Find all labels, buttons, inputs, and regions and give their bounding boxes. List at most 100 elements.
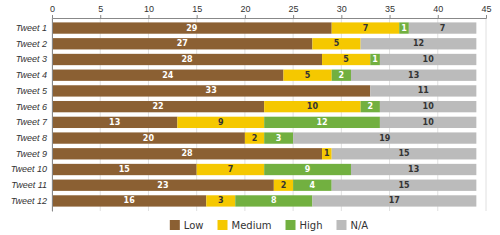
legend-swatch [170,220,180,230]
bar-segment [264,132,293,143]
x-axis: 051015202530354045 [50,4,492,19]
bar-segment [351,70,476,81]
data-label: 11 [418,86,430,95]
tick-label: Tweet 1 [16,23,47,33]
tick-mark [245,15,246,18]
data-labels: 2927282433221320281523167555109217231122… [109,24,445,206]
tick: Tweet 7 [16,117,52,127]
data-label: 29 [186,24,198,33]
data-label: 1 [372,55,378,64]
bar-segment [293,132,476,143]
bar-segment [293,180,332,191]
tick-mark [197,15,198,18]
tick: 30 [337,4,347,18]
tick-label: 0 [50,4,55,14]
data-label: 9 [218,118,224,127]
bar-segment [52,195,206,206]
tick-mark [390,15,391,18]
tick-label: Tweet 9 [16,149,47,159]
tick-label: 40 [433,4,443,14]
data-label: 10 [423,118,435,127]
tick: Tweet 2 [16,39,52,49]
bars [52,22,476,206]
legend-swatch [336,220,346,230]
legend-item: High [286,220,323,231]
tick: 10 [144,4,154,18]
tick: 45 [481,4,491,18]
data-label: 22 [153,102,164,111]
tick: 5 [98,4,103,18]
bar-segment [52,117,177,128]
tick: Tweet 3 [16,54,52,64]
tick-label: Tweet 2 [16,39,47,49]
tick-mark [438,15,439,18]
data-label: 15 [398,181,410,190]
tick-label: 30 [337,4,347,14]
tick-label: 15 [192,4,202,14]
bar-segment [197,164,265,175]
data-label: 10 [307,102,319,111]
data-label: 3 [218,196,224,205]
legend-label: N/A [350,220,368,231]
data-label: 8 [271,196,277,205]
tick: 40 [433,4,443,18]
tick: 15 [192,4,202,18]
bar-segment [332,70,351,81]
data-label: 2 [367,102,373,111]
tick-label: Tweet 8 [16,133,47,143]
tick-label: 20 [240,4,250,14]
y-axis: Tweet 1 Tweet 2 Tweet 3 Tweet 4 Tweet 5 Tweet… [11,19,53,212]
data-label: 23 [157,181,168,190]
data-label: 19 [379,134,391,143]
tick-label: Tweet 11 [11,180,47,190]
data-label: 20 [143,134,155,143]
data-label: 2 [339,71,345,80]
data-label: 13 [408,71,419,80]
bar-segment [52,22,332,33]
chart: 051015202530354045Tweet 1Tweet 2Tweet 3T… [0,0,500,235]
data-label: 7 [228,165,234,174]
bar-segment [312,195,476,206]
bar-segment [370,54,380,65]
bar-segment [52,180,274,191]
tick-mark [52,15,53,18]
tick-label: Tweet 4 [16,70,47,80]
data-label: 33 [206,86,217,95]
data-label: 3 [276,134,282,143]
bar-segment [351,164,476,175]
data-label: 13 [408,165,419,174]
tick-label: 45 [481,4,491,14]
bar-segment [52,70,283,81]
data-label: 7 [363,24,369,33]
bar-segment [245,132,264,143]
bar-segment [52,85,370,96]
tick: 35 [385,4,395,18]
tick: Tweet 10 [11,164,52,174]
bar-segment [52,54,322,65]
data-label: 4 [310,181,316,190]
bar-segment [322,148,332,159]
data-label: 10 [423,102,435,111]
bar-segment [380,101,476,112]
bar-segment [52,132,245,143]
legend-label: High [300,220,323,231]
tick: Tweet 5 [16,86,52,96]
tick-label: Tweet 6 [16,102,47,112]
bar-segment [312,38,360,49]
tick: Tweet 12 [11,196,52,206]
tick: Tweet 9 [16,149,52,159]
legend-swatch [218,220,228,230]
legend-item: Low [170,220,204,231]
axis-line [52,19,53,212]
legend-swatch [286,220,296,230]
bar-segment [399,22,409,33]
bar-segment [206,195,235,206]
grid-line [52,18,53,211]
tick-label: 35 [385,4,395,14]
tick-label: 5 [98,4,103,14]
data-label: 12 [316,118,327,127]
data-label: 16 [124,196,136,205]
bar-segment [332,22,400,33]
bar-segment [370,85,476,96]
data-label: 5 [334,39,340,48]
